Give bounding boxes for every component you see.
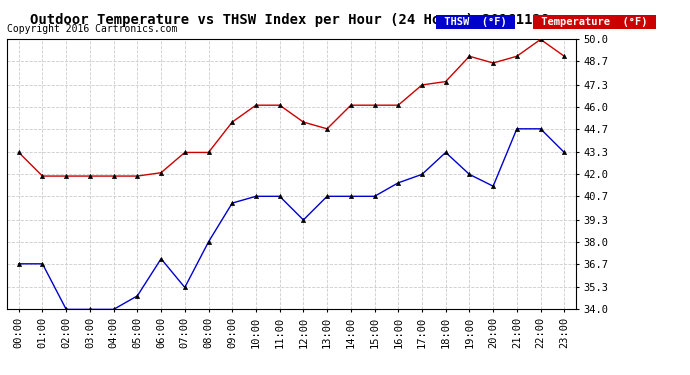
Text: Temperature  (°F): Temperature (°F) <box>535 17 653 27</box>
Text: Copyright 2016 Cartronics.com: Copyright 2016 Cartronics.com <box>7 24 177 34</box>
Text: Outdoor Temperature vs THSW Index per Hour (24 Hours) 20161128: Outdoor Temperature vs THSW Index per Ho… <box>30 13 549 27</box>
Text: THSW  (°F): THSW (°F) <box>438 17 513 27</box>
